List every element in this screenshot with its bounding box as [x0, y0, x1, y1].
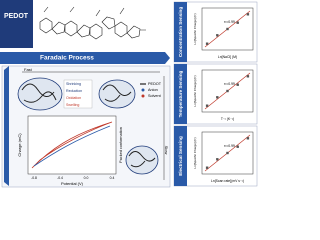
packed-label: Packed conformation — [119, 127, 123, 163]
slow-label: Slow — [164, 146, 169, 155]
plot-annotation: r²=0.99 — [224, 20, 235, 24]
point — [216, 96, 219, 99]
side-arrow — [4, 66, 9, 186]
panel-title: Temperature Sensing — [178, 70, 183, 117]
plot-y-label: Ln[Specific Charge] (C) — [193, 137, 197, 168]
plot-y-label: Ln[Specific Charge] (C) — [193, 13, 197, 44]
plot-axes — [201, 7, 254, 51]
plot-annotation: r²=0.99 — [224, 82, 235, 86]
point — [236, 145, 239, 148]
cv-x-tick: 0.4 — [110, 176, 115, 180]
plot-annotation: r²=0.99 — [224, 144, 235, 148]
point — [226, 89, 229, 93]
point — [246, 75, 250, 78]
plot-x-label: Ln[Scan rate](mV s⁻¹) — [211, 179, 244, 183]
page: { "header": {"title": "PEDOT"}, "process… — [0, 0, 258, 189]
process-banner — [0, 52, 170, 64]
legend-label: PEDOT — [148, 82, 162, 86]
point — [205, 166, 209, 169]
panel-strip — [174, 2, 187, 62]
step: Swelling — [66, 103, 79, 107]
step: Reduction — [66, 89, 82, 93]
step: Shrinking — [66, 82, 81, 86]
point — [216, 34, 219, 37]
cv-curve — [33, 125, 111, 167]
plot-axes — [201, 131, 254, 175]
pedot-box — [0, 0, 33, 48]
legend-swatch — [141, 94, 145, 98]
point — [236, 21, 239, 24]
legend-label: Anion — [148, 88, 158, 92]
point — [216, 158, 219, 161]
cv-x-tick: -0.8 — [31, 176, 37, 180]
pedot-structure — [39, 6, 146, 40]
cv-y-label: Charge (mC) — [17, 133, 22, 157]
cv-x-label: Potential (V) — [61, 181, 84, 186]
step-box — [63, 79, 93, 109]
panel-title: Concentration Sensing — [178, 7, 183, 57]
point — [246, 137, 250, 140]
blob-packed — [125, 145, 159, 175]
point — [246, 13, 250, 16]
plot-x-label: Ln[NaCl] (M) — [218, 55, 237, 59]
pedot-title: PEDOT — [4, 13, 29, 20]
plot-x-label: T⁻¹ (K⁻¹) — [221, 117, 234, 121]
cv-x-tick: 0.0 — [84, 176, 89, 180]
point — [205, 42, 209, 45]
panel-title: Electrical Sensing — [178, 136, 183, 176]
point — [226, 151, 229, 155]
point — [226, 27, 229, 31]
plot-y-label: Ln[Specific Charge] (C) — [193, 75, 197, 106]
panel-strip — [174, 64, 187, 124]
blob-shrunk — [98, 79, 136, 109]
step: Oxidation — [66, 96, 81, 100]
panel-strip — [174, 126, 187, 186]
process-title: Faradaic Process — [40, 55, 94, 62]
cv-curve — [31, 121, 113, 169]
legend-swatch — [141, 88, 145, 92]
point — [236, 83, 239, 86]
blob-swollen — [17, 77, 63, 111]
panel-frame — [173, 125, 258, 187]
point — [205, 104, 209, 107]
plot-axes — [201, 69, 254, 113]
legend-label: Solvent — [148, 94, 162, 98]
cv-x-tick: -0.4 — [57, 176, 63, 180]
fast-label: Fast — [24, 67, 33, 72]
panel-frame — [173, 63, 258, 125]
figure: PEDOT Faradaic Process Fast Shrinking Re… — [0, 0, 258, 188]
